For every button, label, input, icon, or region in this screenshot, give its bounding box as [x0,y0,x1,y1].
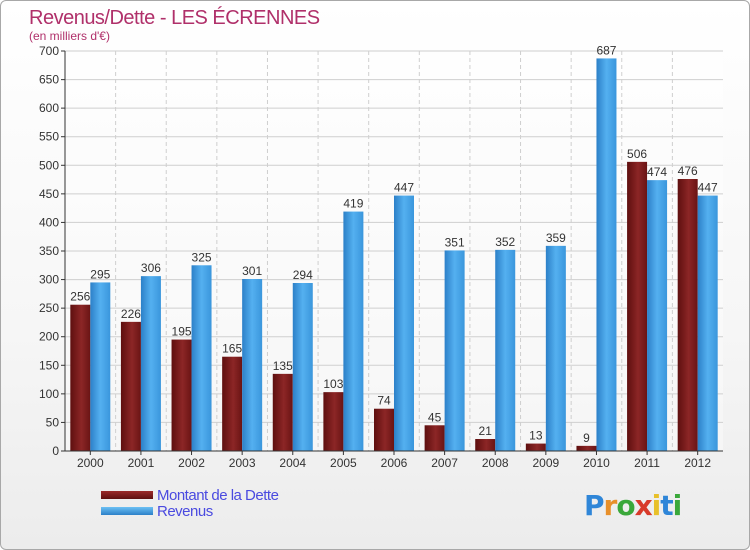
data-label-revenue: 306 [141,261,161,275]
bar-debt [475,439,496,451]
bar-revenue [495,249,516,451]
data-label-debt: 13 [529,429,543,443]
legend-label-revenue: Revenus [157,502,213,520]
bar-revenue [242,279,263,451]
bar-debt [374,408,394,451]
y-tick-label: 600 [39,101,59,115]
data-label-revenue: 294 [293,268,313,282]
data-label-debt: 476 [678,164,698,178]
data-label-revenue: 352 [495,235,515,249]
data-label-revenue: 295 [90,267,110,281]
x-tick-label: 2002 [178,456,205,470]
logo-letter: r [603,489,618,522]
logo-letter: t [660,489,673,522]
y-tick-label: 650 [39,73,59,87]
data-label-revenue: 687 [596,43,616,57]
x-tick-label: 2000 [77,456,104,470]
x-tick-label: 2011 [634,456,660,470]
x-tick-label: 2010 [583,456,610,470]
x-tick-label: 2008 [482,456,509,470]
logo-letter: o [616,489,635,522]
chart-title: Revenus/Dette - LES ÉCRENNES [29,7,320,29]
legend-label-debt: Montant de la Dette [157,486,279,504]
bar-revenue [697,195,718,451]
chart-subtitle: (en milliers d'€) [29,29,110,43]
x-tick-label: 2004 [279,456,306,470]
bar-debt [677,179,698,451]
logo-letter: i [651,489,662,522]
data-label-revenue: 325 [192,250,212,264]
chart-legend: Montant de la Dette Revenus [101,486,279,520]
bar-revenue [444,250,465,451]
bar-debt [222,356,243,451]
bar-debt [424,425,445,451]
y-tick-label: 500 [39,158,59,172]
x-tick-label: 2009 [532,456,559,470]
bar-revenue [292,283,313,451]
bar-revenue [596,58,617,452]
data-label-revenue: 301 [242,264,262,278]
data-label-debt: 256 [70,290,90,304]
bar-debt [576,445,597,451]
bar-debt [70,304,91,451]
data-label-debt: 506 [627,147,647,161]
data-label-debt: 9 [583,431,590,445]
data-label-debt: 103 [323,377,343,391]
data-label-debt: 45 [428,410,442,424]
x-tick-label: 2012 [684,456,711,470]
data-label-debt: 74 [377,394,391,408]
data-label-revenue: 359 [546,231,566,245]
x-tick-label: 2003 [229,456,256,470]
data-label-revenue: 419 [343,197,363,211]
x-tick-label: 2005 [330,456,357,470]
y-tick-label: 450 [39,187,59,201]
y-tick-label: 50 [46,415,60,429]
data-label-debt: 226 [121,307,141,321]
legend-item-revenue: Revenus [101,502,278,520]
y-tick-label: 300 [39,273,59,287]
legend-item-debt: Montant de la Dette [101,486,279,504]
data-label-revenue: 351 [445,235,465,249]
data-label-debt: 165 [222,342,242,356]
bar-revenue [140,276,161,451]
y-tick-label: 100 [39,387,59,401]
bar-debt [120,321,141,451]
data-label-debt: 21 [479,424,493,438]
y-tick-label: 350 [39,244,59,258]
y-tick-label: 150 [39,358,59,372]
data-label-debt: 195 [172,325,192,339]
bar-debt [525,443,546,451]
y-tick-label: 550 [39,130,59,144]
bar-debt [323,392,344,451]
data-label-revenue: 474 [647,165,667,179]
proxiti-logo: Proxiti [584,489,683,522]
legend-swatch-revenue [101,507,153,515]
bar-revenue [191,265,212,451]
data-label-revenue: 447 [698,181,718,195]
legend-swatch-debt [101,491,153,499]
bar-debt [171,339,192,451]
bar-revenue [90,282,111,451]
x-tick-label: 2001 [128,456,155,470]
bar-debt [272,373,293,451]
bar-revenue [343,211,364,451]
bar-debt [627,161,648,451]
logo-letter: P [584,489,605,522]
data-label-debt: 135 [273,359,293,373]
x-tick-label: 2007 [431,456,458,470]
logo-letter: i [672,489,683,522]
bar-revenue [545,245,566,451]
bar-revenue [647,180,668,451]
y-tick-label: 700 [39,44,59,58]
y-tick-label: 400 [39,215,59,229]
y-tick-label: 0 [52,444,59,458]
bar-revenue [394,195,414,451]
logo-letter: x [634,489,653,522]
y-tick-label: 250 [39,301,59,315]
x-tick-label: 2006 [381,456,408,470]
data-label-revenue: 447 [394,181,414,195]
y-tick-label: 200 [39,330,59,344]
